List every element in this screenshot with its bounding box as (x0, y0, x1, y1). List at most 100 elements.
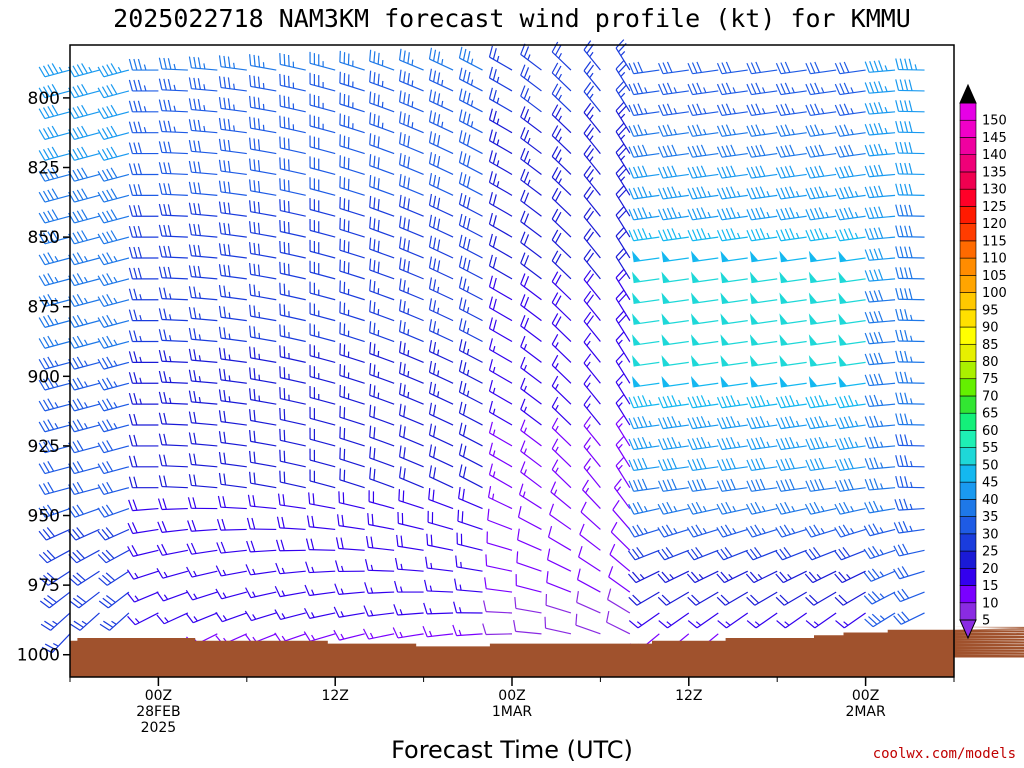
wind-barb (895, 434, 925, 447)
wind-barb (308, 492, 336, 510)
wind-barb (249, 325, 277, 343)
wind-barb (68, 104, 100, 120)
wind-barb (746, 144, 778, 158)
wind-barb (275, 562, 306, 575)
wind-barb (128, 372, 159, 384)
wind-barb (895, 204, 925, 217)
colorbar-swatch (959, 533, 977, 552)
wind-barb (834, 457, 866, 472)
wind-barb (615, 60, 631, 92)
wind-barb (427, 510, 454, 531)
wind-barb (368, 490, 395, 510)
wind-barb (428, 277, 454, 301)
wind-barb (716, 144, 748, 158)
wind-barb (488, 171, 513, 196)
wind-barb (398, 111, 424, 134)
wind-barb (39, 591, 71, 609)
x-tick-label: 12Z (675, 688, 702, 704)
colorbar-label: 30 (982, 527, 999, 542)
wind-barb (716, 228, 748, 242)
colorbar-label: 70 (982, 389, 999, 404)
credit-link[interactable]: coolwx.com/models (873, 746, 1016, 762)
wind-barb (804, 547, 837, 561)
wind-barb (309, 239, 336, 259)
wind-barb (551, 438, 572, 468)
wind-barb (276, 516, 306, 531)
wind-barb (838, 292, 866, 304)
wind-barb (612, 500, 631, 530)
wind-barb (838, 355, 866, 367)
wind-barb (583, 374, 601, 405)
wind-barb (339, 447, 365, 468)
wind-barb (158, 120, 188, 134)
wind-barb (218, 97, 247, 113)
wind-barb (895, 162, 925, 176)
wind-barb (895, 350, 925, 363)
wind-barb (70, 612, 100, 631)
colorbar-swatch (959, 240, 977, 259)
wind-barb (309, 135, 336, 155)
wind-barb (615, 268, 631, 301)
wind-barb (428, 68, 454, 92)
wind-barb (68, 440, 100, 454)
wind-barb (158, 57, 188, 71)
wind-barb (398, 445, 424, 468)
wind-barb (369, 321, 395, 343)
wind-barb (38, 314, 71, 328)
wind-barb (805, 591, 837, 606)
colorbar-swatch (959, 567, 977, 586)
wind-barb (458, 464, 483, 489)
wind-barb (68, 481, 100, 495)
wind-barb (339, 259, 365, 280)
wind-barb (185, 612, 218, 624)
wind-barb (99, 612, 130, 631)
wind-barb (398, 489, 424, 510)
wind-barb (68, 84, 100, 99)
wind-barb (808, 250, 837, 263)
wind-barb (128, 476, 159, 489)
wind-barb (423, 602, 454, 615)
wind-barb (423, 579, 454, 593)
wind-barb (615, 289, 631, 321)
wind-barb (720, 313, 748, 325)
wind-barb (520, 335, 542, 363)
wind-barb (249, 346, 277, 363)
wind-barb (128, 434, 159, 447)
wind-barb (428, 402, 454, 426)
wind-barb (128, 163, 159, 176)
wind-barb (864, 394, 896, 408)
wind-barb (615, 227, 631, 259)
wind-barb (779, 313, 807, 325)
wind-barb (97, 481, 130, 495)
wind-barb (337, 514, 365, 531)
wind-barb (279, 324, 306, 343)
wind-barb (68, 314, 100, 328)
wind-barb (746, 457, 778, 472)
wind-barb (458, 380, 483, 405)
wind-barb (864, 248, 896, 261)
wind-barb (244, 610, 277, 622)
wind-barb (249, 54, 277, 71)
wind-barb (127, 545, 159, 557)
wind-barb (97, 419, 130, 433)
wind-barb (805, 395, 837, 409)
wind-barb (458, 213, 483, 238)
wind-barb (156, 612, 189, 625)
wind-barb (746, 103, 778, 117)
wind-barb (188, 474, 218, 489)
wind-barb (68, 63, 100, 78)
wind-barb (97, 527, 130, 541)
wind-barb (188, 432, 218, 447)
wind-barb (583, 123, 601, 154)
wind-barb (398, 48, 424, 71)
wind-barb (745, 501, 778, 515)
wind-barb (632, 375, 660, 388)
wind-barb (551, 375, 572, 405)
wind-barb (128, 100, 159, 113)
wind-barb (369, 237, 395, 259)
wind-barb (396, 534, 424, 551)
wind-barb (428, 488, 454, 510)
wind-barb (245, 587, 277, 599)
wind-barb (398, 278, 424, 301)
wind-barb (488, 192, 513, 217)
